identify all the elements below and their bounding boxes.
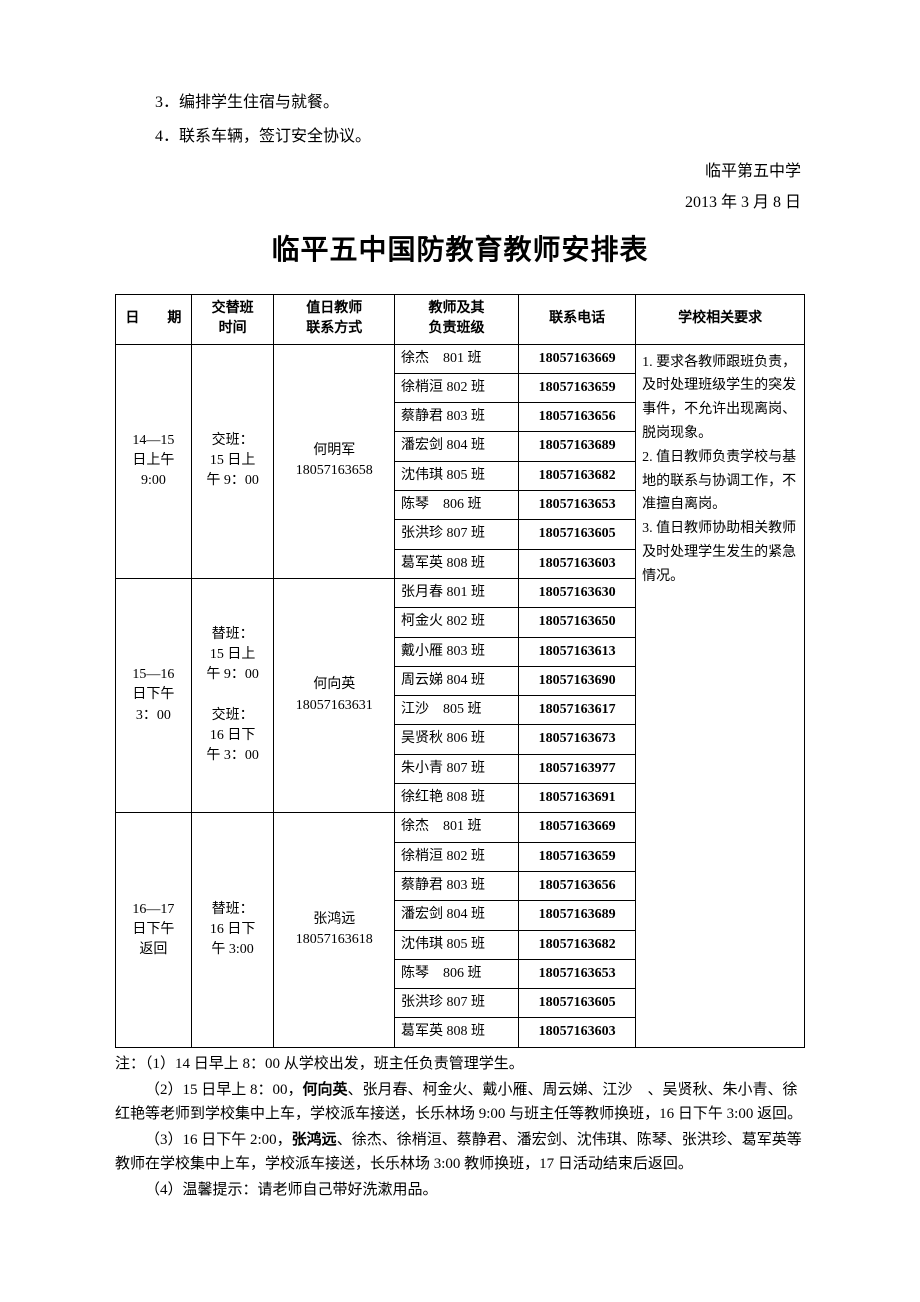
shift-cell: 替班：15 日上午 9：00交班：16 日下午 3：00 [191,578,274,812]
teacher-cell: 吴贤秋 806 班 [395,725,519,754]
date-cell: 14—15日上午9:00 [116,344,192,578]
duty-teacher-cell: 张鸿远18057163618 [274,813,395,1047]
requirement-item: 3. 值日教师协助相关教师及时处理学生发生的紧急情况。 [642,517,798,588]
phone-cell: 18057163605 [519,989,636,1018]
teacher-cell: 徐红艳 808 班 [395,784,519,813]
teacher-cell: 蔡静君 803 班 [395,403,519,432]
date-cell: 15—16日下午3：00 [116,578,192,812]
phone-cell: 18057163653 [519,959,636,988]
note-1: 注：（1）14 日早上 8：00 从学校出发，班主任负责管理学生。 [115,1052,805,1076]
header-right: 临平第五中学 2013 年 3 月 8 日 [115,157,805,218]
teacher-cell: 潘宏剑 804 班 [395,432,519,461]
phone-cell: 18057163690 [519,666,636,695]
teacher-cell: 周云娣 804 班 [395,666,519,695]
phone-cell: 18057163689 [519,901,636,930]
requirement-item: 1. 要求各教师跟班负责，及时处理班级学生的突发事件，不允许出现离岗、脱岗现象。 [642,351,798,446]
doc-date: 2013 年 3 月 8 日 [115,188,801,218]
pre-list: 3．编排学生住宿与就餐。 4．联系车辆，签订安全协议。 [115,90,805,149]
teacher-cell: 陈琴 806 班 [395,959,519,988]
table-header-row: 日 期 交替班时间 值日教师联系方式 教师及其负责班级 联系电话 学校相关要求 [116,294,805,344]
footnotes: 注：（1）14 日早上 8：00 从学校出发，班主任负责管理学生。 （2）15 … [115,1052,805,1202]
schedule-table: 日 期 交替班时间 值日教师联系方式 教师及其负责班级 联系电话 学校相关要求 … [115,294,805,1048]
phone-cell: 18057163977 [519,754,636,783]
phone-cell: 18057163617 [519,696,636,725]
phone-cell: 18057163682 [519,930,636,959]
phone-cell: 18057163669 [519,813,636,842]
teacher-cell: 陈琴 806 班 [395,491,519,520]
col-duty: 值日教师联系方式 [274,294,395,344]
teacher-cell: 徐梢洹 802 班 [395,373,519,402]
phone-cell: 18057163656 [519,403,636,432]
teacher-cell: 张洪珍 807 班 [395,989,519,1018]
phone-cell: 18057163613 [519,637,636,666]
shift-cell: 替班：16 日下午 3:00 [191,813,274,1047]
pre-item-3: 3．编排学生住宿与就餐。 [115,90,805,116]
phone-cell: 18057163605 [519,520,636,549]
duty-teacher-cell: 何向英18057163631 [274,578,395,812]
phone-cell: 18057163653 [519,491,636,520]
phone-cell: 18057163682 [519,461,636,490]
phone-cell: 18057163630 [519,578,636,607]
phone-cell: 18057163603 [519,549,636,578]
teacher-cell: 徐杰 801 班 [395,813,519,842]
requirements-cell: 1. 要求各教师跟班负责，及时处理班级学生的突发事件，不允许出现离岗、脱岗现象。… [636,344,805,1047]
teacher-cell: 张月春 801 班 [395,578,519,607]
duty-teacher-cell: 何明军18057163658 [274,344,395,578]
teacher-cell: 柯金火 802 班 [395,608,519,637]
note-3: （3）16 日下午 2:00，张鸿远、徐杰、徐梢洹、蔡静君、潘宏剑、沈伟琪、陈琴… [115,1128,805,1176]
phone-cell: 18057163603 [519,1018,636,1047]
teacher-cell: 沈伟琪 805 班 [395,461,519,490]
teacher-cell: 蔡静君 803 班 [395,871,519,900]
note-4: （4）温馨提示：请老师自己带好洗漱用品。 [115,1178,805,1202]
teacher-cell: 朱小青 807 班 [395,754,519,783]
col-req: 学校相关要求 [636,294,805,344]
teacher-cell: 戴小雁 803 班 [395,637,519,666]
teacher-cell: 徐梢洹 802 班 [395,842,519,871]
col-shift: 交替班时间 [191,294,274,344]
teacher-cell: 徐杰 801 班 [395,344,519,373]
phone-cell: 18057163650 [519,608,636,637]
phone-cell: 18057163659 [519,373,636,402]
phone-cell: 18057163689 [519,432,636,461]
date-cell: 16—17日下午返回 [116,813,192,1047]
phone-cell: 18057163656 [519,871,636,900]
phone-cell: 18057163669 [519,344,636,373]
phone-cell: 18057163659 [519,842,636,871]
school-name: 临平第五中学 [115,157,801,187]
note-2: （2）15 日早上 8：00，何向英、张月春、柯金火、戴小雁、周云娣、江沙 、吴… [115,1078,805,1126]
teacher-cell: 沈伟琪 805 班 [395,930,519,959]
shift-cell: 交班：15 日上午 9：00 [191,344,274,578]
teacher-cell: 葛军英 808 班 [395,549,519,578]
teacher-cell: 江沙 805 班 [395,696,519,725]
pre-item-4: 4．联系车辆，签订安全协议。 [115,124,805,150]
teacher-cell: 张洪珍 807 班 [395,520,519,549]
page-title: 临平五中国防教育教师安排表 [115,228,805,268]
teacher-cell: 潘宏剑 804 班 [395,901,519,930]
teacher-cell: 葛军英 808 班 [395,1018,519,1047]
phone-cell: 18057163673 [519,725,636,754]
requirement-item: 2. 值日教师负责学校与基地的联系与协调工作，不准擅自离岗。 [642,446,798,517]
col-teacher: 教师及其负责班级 [395,294,519,344]
col-phone: 联系电话 [519,294,636,344]
col-date: 日 期 [116,294,192,344]
phone-cell: 18057163691 [519,784,636,813]
table-row: 14—15日上午9:00交班：15 日上午 9：00何明军18057163658… [116,344,805,373]
